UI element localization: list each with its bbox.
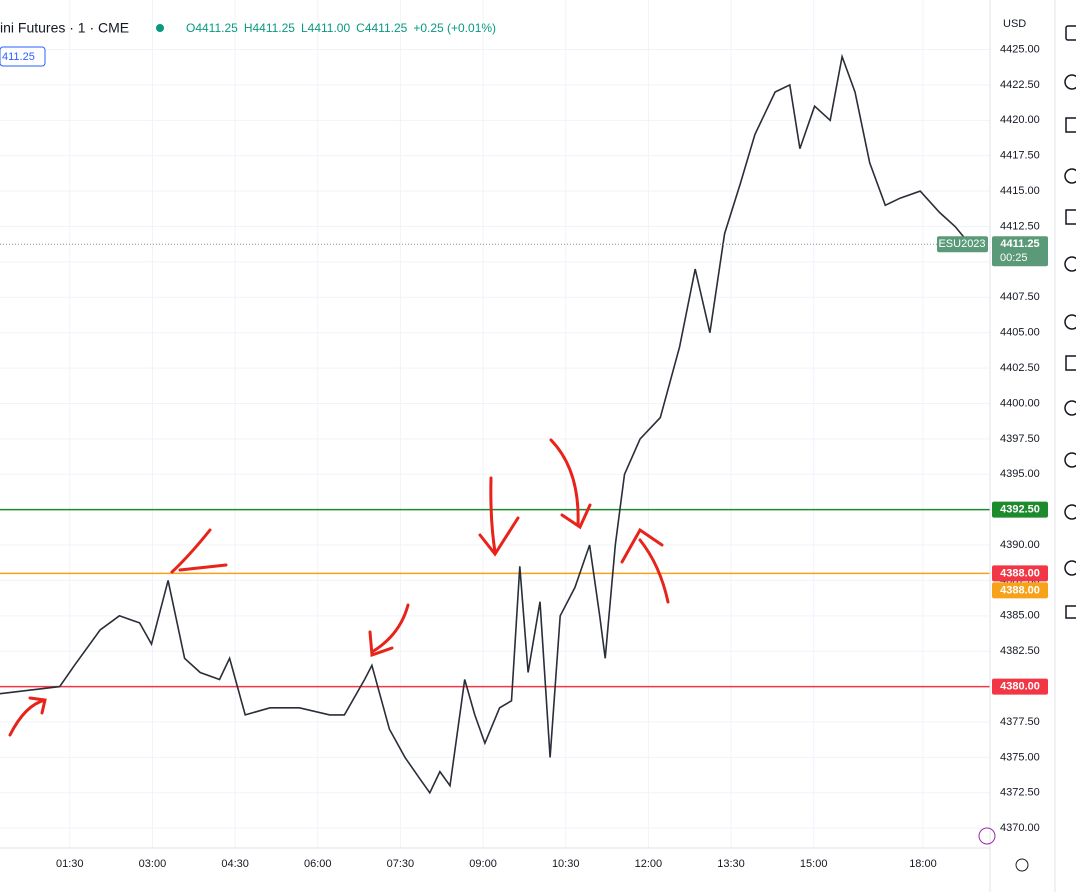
ohlc-value: O4411.25 <box>186 21 238 35</box>
tool-icon[interactable] <box>1065 117 1076 133</box>
x-tick-label: 12:00 <box>635 858 663 870</box>
level-label: 4380.00 <box>1000 681 1040 693</box>
x-tick-label: 03:00 <box>139 858 167 870</box>
x-tick-label: 07:30 <box>387 858 415 870</box>
tool-icon[interactable] <box>1064 400 1076 416</box>
tool-icon[interactable] <box>1065 355 1076 371</box>
ohlc-value: C4411.25 <box>356 21 407 35</box>
x-tick-label: 04:30 <box>221 858 249 870</box>
alert-tag-bg <box>992 565 1048 582</box>
y-tick-label: 4415.00 <box>1000 185 1040 197</box>
y-tick-label: 4420.00 <box>1000 114 1040 126</box>
x-tick-label: 01:30 <box>56 858 84 870</box>
x-tick-label: 10:30 <box>552 858 580 870</box>
tool-icon[interactable] <box>1064 452 1076 468</box>
x-tick-label: 15:00 <box>800 858 828 870</box>
currency[interactable]: USD <box>1003 18 1026 30</box>
arrow <box>478 476 520 557</box>
y-tick-label: 4405.00 <box>1000 327 1040 339</box>
y-tick-label: 4375.00 <box>1000 751 1040 763</box>
y-tick-label: 4382.50 <box>1000 645 1040 657</box>
countdown: 00:25 <box>1000 252 1028 264</box>
x-tick-label: 18:00 <box>909 858 937 870</box>
tool-icon[interactable] <box>1064 504 1076 520</box>
symbol-tag-bg <box>937 236 988 253</box>
level-label: 4392.50 <box>1000 504 1040 516</box>
arrow <box>368 603 410 658</box>
level-label-bg <box>992 678 1048 695</box>
price-tag <box>0 46 46 67</box>
tool-icon[interactable] <box>1065 209 1076 225</box>
last-tag-bg <box>992 236 1048 267</box>
y-tick-label: 4385.00 <box>1000 610 1040 622</box>
settings-icon[interactable] <box>1015 858 1029 872</box>
plot <box>0 0 990 848</box>
tool-icon[interactable] <box>1064 560 1076 576</box>
y-tick-label: 4412.50 <box>1000 220 1040 232</box>
x-tick-label: 09:00 <box>469 858 497 870</box>
tool-icon[interactable] <box>1065 605 1076 619</box>
price-tag-text: 411.25 <box>2 51 35 63</box>
tool-icon[interactable] <box>1064 74 1076 90</box>
y-tick-label: 4422.50 <box>1000 79 1040 91</box>
tool-icon[interactable] <box>1064 256 1076 272</box>
y-tick-label: 4370.00 <box>1000 822 1040 834</box>
arrow <box>620 527 670 604</box>
symbol: ini Futures · 1 · CME <box>0 20 129 36</box>
ohlc: O4411.25 H4411.25 L4411.00 C4411.25 +0.25 (+… <box>186 21 496 35</box>
y-tick-label: 4372.50 <box>1000 787 1040 799</box>
ohlc-value: +0.25 (+0.01%) <box>413 21 496 35</box>
tool-icon[interactable] <box>1064 168 1076 184</box>
ohlc-value: H4411.25 <box>244 21 295 35</box>
icon[interactable] <box>978 827 996 845</box>
annotations <box>8 438 670 737</box>
level-label-bg <box>992 582 1048 599</box>
arrow <box>8 696 47 737</box>
symbol-tag: ESU2023 <box>938 238 985 250</box>
y-tick-label: 4397.50 <box>1000 433 1040 445</box>
ohlc-value: L4411.00 <box>301 21 350 35</box>
arrow <box>170 528 228 574</box>
y-tick-label: 4417.50 <box>1000 150 1040 162</box>
y-tick-label: 4425.00 <box>1000 43 1040 55</box>
level-label: 4388.00 <box>1000 584 1040 596</box>
y-tick-label: 4390.00 <box>1000 539 1040 551</box>
y-tick-label: 4402.50 <box>1000 362 1040 374</box>
price-line <box>0 53 971 795</box>
y-tick-label: 4377.50 <box>1000 716 1040 728</box>
alert-tag: 4388.00 <box>1000 567 1040 579</box>
tool-icon[interactable] <box>1064 314 1076 330</box>
y-tick-label: 4400.00 <box>1000 397 1040 409</box>
y-tick-label: 4407.50 <box>1000 291 1040 303</box>
level-label-bg <box>992 501 1048 518</box>
tool-icon[interactable] <box>1065 25 1076 41</box>
arrow <box>549 438 592 530</box>
x-tick-label: 06:00 <box>304 858 332 870</box>
y-tick-label: 4395.00 <box>1000 468 1040 480</box>
status-dot <box>156 24 164 32</box>
last-price: 4411.25 <box>1000 238 1039 250</box>
toolbar <box>1064 25 1076 619</box>
x-tick-label: 13:30 <box>717 858 745 870</box>
